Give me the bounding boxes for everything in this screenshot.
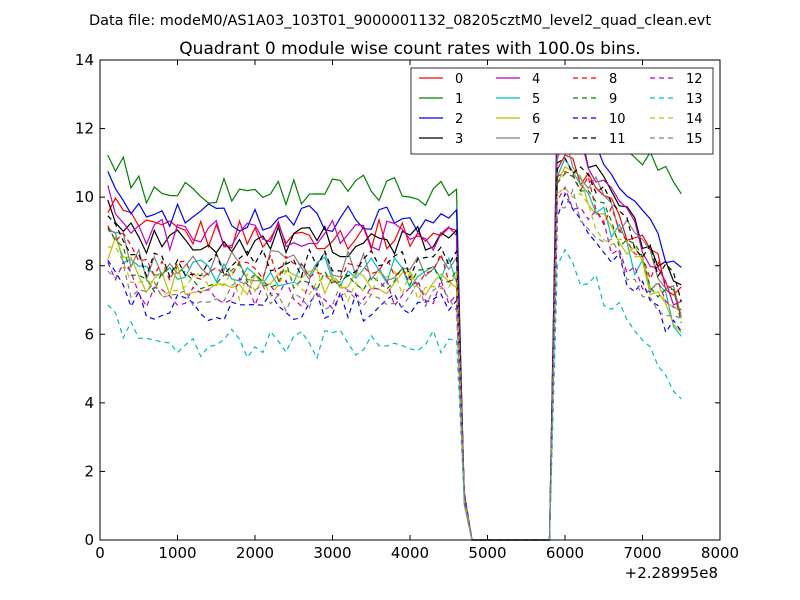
legend-label-0: 0	[455, 72, 463, 87]
x-tick-label: 6000	[546, 544, 584, 562]
series-line-5	[107, 157, 682, 541]
y-tick-label: 6	[84, 325, 94, 343]
series-line-7	[107, 132, 682, 541]
legend-label-2: 2	[455, 112, 463, 127]
legend-label-11: 11	[609, 132, 626, 147]
legend-label-3: 3	[455, 132, 463, 147]
y-tick-label: 8	[84, 257, 94, 275]
legend-label-7: 7	[532, 132, 540, 147]
y-tick-label: 4	[84, 394, 94, 412]
series-line-13	[107, 248, 682, 541]
legend-label-15: 15	[686, 132, 703, 147]
x-tick-label: 0	[95, 544, 105, 562]
x-tick-label: 1000	[158, 544, 196, 562]
y-tick-label: 12	[75, 120, 94, 138]
legend-label-6: 6	[532, 112, 540, 127]
series-line-11	[107, 157, 682, 541]
series-line-4	[107, 123, 682, 541]
series-line-2	[107, 107, 682, 541]
legend-label-9: 9	[609, 92, 617, 107]
legend-label-13: 13	[686, 92, 703, 107]
legend-label-1: 1	[455, 92, 463, 107]
x-tick-label: 2000	[236, 544, 274, 562]
y-tick-label: 0	[84, 531, 94, 549]
legend-label-5: 5	[532, 92, 540, 107]
legend-label-14: 14	[686, 112, 703, 127]
series-line-14	[107, 186, 682, 541]
legend-label-12: 12	[686, 72, 703, 87]
y-tick-label: 2	[84, 462, 94, 480]
series-line-0	[107, 154, 682, 541]
x-tick-label: 5000	[468, 544, 506, 562]
series-line-15	[107, 188, 682, 541]
legend-label-8: 8	[609, 72, 617, 87]
series-line-6	[107, 166, 682, 541]
series-line-3	[107, 127, 682, 541]
series-lines	[107, 75, 682, 541]
y-tick-label: 10	[75, 188, 94, 206]
series-line-9	[107, 172, 682, 541]
legend-box	[410, 67, 714, 155]
x-tick-label: 4000	[391, 544, 429, 562]
x-offset-label: +2.28995e8	[625, 564, 718, 582]
x-tick-label: 7000	[623, 544, 661, 562]
series-line-10	[107, 192, 682, 541]
y-tick-label: 14	[75, 51, 94, 69]
x-axis: 0 1000 2000 3000 4000 5000 6000 7000 8000	[95, 60, 739, 562]
chart-suptitle: Data file: modeM0/AS1A03_103T01_90000011…	[89, 13, 711, 29]
series-line-8	[107, 171, 682, 541]
x-tick-label: 3000	[313, 544, 351, 562]
chart-title: Quadrant 0 module wise count rates with …	[179, 39, 640, 59]
x-tick-label: 8000	[701, 544, 739, 562]
legend-label-4: 4	[532, 72, 540, 87]
legend-label-10: 10	[609, 112, 626, 127]
